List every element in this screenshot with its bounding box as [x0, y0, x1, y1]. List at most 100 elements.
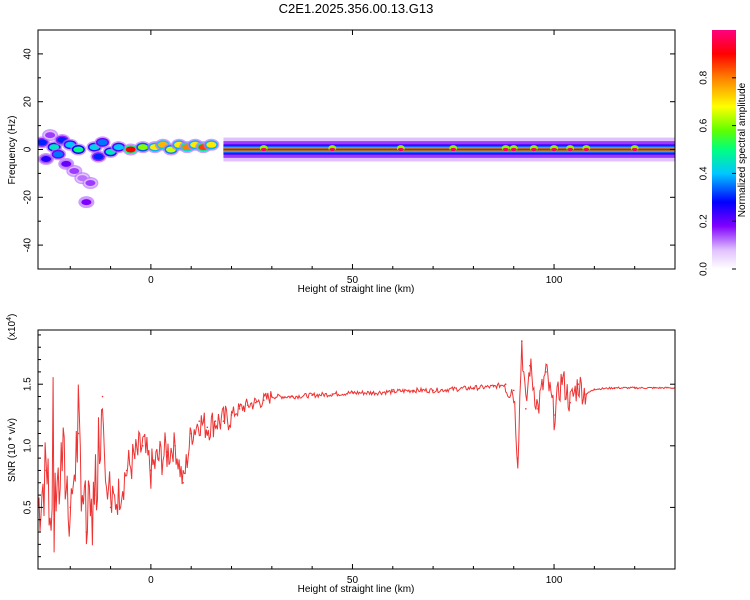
- snr-point: [45, 469, 47, 472]
- spectrogram-y-tick-label: 40: [23, 48, 34, 60]
- snr-point: [504, 383, 507, 386]
- spectrogram-ridge-peak-4: [502, 147, 509, 152]
- snr-point: [593, 388, 596, 390]
- snr-y-tick-label: 1.5: [23, 377, 34, 391]
- spectrogram-ridge-peak-1: [329, 147, 336, 152]
- snr-point: [246, 404, 249, 406]
- spectrogram-blob-17-2: [113, 144, 124, 151]
- snr-point: [432, 389, 434, 392]
- snr-point: [569, 401, 571, 404]
- snr-frame: [37, 329, 676, 570]
- snr-point: [537, 408, 539, 410]
- snr-point: [133, 457, 136, 459]
- snr-plot-area: [38, 330, 675, 569]
- spectrogram-blob-18-2: [125, 146, 136, 153]
- snr-multiplier-base: (x10: [7, 320, 18, 340]
- snr-x-tick-label: 0: [148, 575, 154, 586]
- snr-point: [412, 389, 414, 392]
- spectrogram-ridge-peak-0: [260, 147, 267, 152]
- snr-point: [158, 457, 160, 459]
- snr-x-tick-label: 100: [546, 575, 563, 586]
- snr-point: [142, 445, 144, 447]
- spectrogram-ridge-peak-10: [631, 147, 638, 152]
- spectrogram-blob-15-2: [97, 139, 108, 146]
- snr-point: [182, 481, 184, 484]
- snr-point: [512, 389, 515, 392]
- snr-point: [351, 392, 354, 394]
- snr-series-line: [38, 340, 675, 553]
- snr-point: [529, 364, 531, 367]
- snr-point: [262, 399, 265, 402]
- spectrogram-y-tick-label: 0: [23, 146, 34, 152]
- figure-title: C2E1.2025.356.00.13.G13: [279, 1, 434, 16]
- spectrogram-blob-6-2: [61, 160, 72, 167]
- colorbar-tick-label: 0.6: [699, 118, 710, 132]
- snr-multiplier-exp: 4: [6, 317, 13, 321]
- snr-marks: [38, 340, 675, 553]
- snr-point: [85, 531, 88, 533]
- colorbar-tick-label: 0.4: [699, 166, 710, 180]
- snr-y-tick-label: 0.5: [23, 500, 34, 514]
- snr-point: [371, 392, 374, 394]
- snr-point: [254, 401, 257, 404]
- snr-point: [391, 390, 394, 393]
- spectrogram-blob-19-2: [137, 144, 148, 151]
- snr-x-label: Height of straight line (km): [298, 584, 415, 595]
- snr-point: [174, 445, 176, 447]
- snr-x-tick-label: 50: [347, 575, 359, 586]
- snr-point: [492, 385, 495, 388]
- spectrogram-blob-14-2: [93, 153, 104, 160]
- spectrogram-x-tick-label: 0: [148, 275, 154, 286]
- spectrogram-ridge-peak-2: [397, 147, 404, 152]
- snr-point: [561, 377, 563, 379]
- snr-panel: 0 50 100 0.5 1.0 1.5 Height of straight line …: [6, 314, 676, 595]
- snr-point: [214, 420, 217, 422]
- snr-point: [69, 506, 72, 509]
- snr-point: [150, 469, 152, 472]
- colorbar-tick-label: 0.0: [699, 262, 710, 276]
- spectrogram-axes: 0 50 100 -40 -20 0 20 40: [23, 29, 676, 286]
- spectrogram-ridge-peak-3: [450, 147, 457, 152]
- spectrogram-blob-0-2: [38, 139, 48, 146]
- snr-point: [53, 518, 55, 521]
- snr-point: [577, 383, 580, 386]
- snr-point: [520, 340, 523, 342]
- snr-point: [613, 387, 616, 389]
- snr-point: [109, 506, 112, 509]
- snr-point: [222, 420, 225, 422]
- spectrogram-marks: [38, 129, 675, 209]
- snr-point: [198, 420, 201, 422]
- colorbar-tick-label: 0.8: [699, 70, 710, 84]
- colorbar-gradient: [712, 30, 736, 269]
- colorbar-ticks: 0.0 0.2 0.4 0.6 0.8: [699, 70, 736, 276]
- snr-point: [291, 395, 293, 398]
- spectrogram-panel: 0 50 100 -40 -20 0 20 40 Height of straight lin…: [7, 29, 676, 295]
- snr-point: [545, 371, 547, 373]
- snr-point: [77, 432, 80, 435]
- snr-point: [633, 387, 636, 389]
- spectrogram-y-tick-label: -20: [23, 190, 34, 205]
- snr-point: [238, 408, 241, 410]
- spectrogram-blob-11-2: [81, 199, 92, 206]
- colorbar-tick-label: 0.2: [699, 214, 710, 228]
- snr-point: [206, 426, 209, 429]
- snr-multiplier: (x104): [6, 314, 18, 341]
- snr-point: [472, 387, 475, 389]
- snr-axes: 0 50 100 0.5 1.0 1.5: [23, 330, 676, 586]
- snr-point: [190, 432, 193, 435]
- spectrogram-x-label: Height of straight line (km): [298, 284, 415, 295]
- spectrogram-blob-4-2: [53, 151, 64, 158]
- snr-point: [654, 387, 656, 389]
- snr-point: [61, 457, 63, 459]
- snr-point: [230, 414, 233, 416]
- spectrogram-ridge-peak-7: [551, 147, 558, 152]
- snr-point: [93, 494, 96, 496]
- snr-point: [452, 388, 455, 390]
- spectrogram-x-tick-label: 100: [546, 275, 563, 286]
- colorbar-label: Normalized spectral amplitude: [737, 82, 748, 217]
- snr-point: [525, 408, 527, 410]
- snr-point: [331, 393, 334, 395]
- spectrogram-ridge-peak-6: [530, 147, 537, 152]
- spectrogram-blob-12-2: [85, 179, 96, 186]
- spectrogram-x-tick-label: 50: [347, 275, 359, 286]
